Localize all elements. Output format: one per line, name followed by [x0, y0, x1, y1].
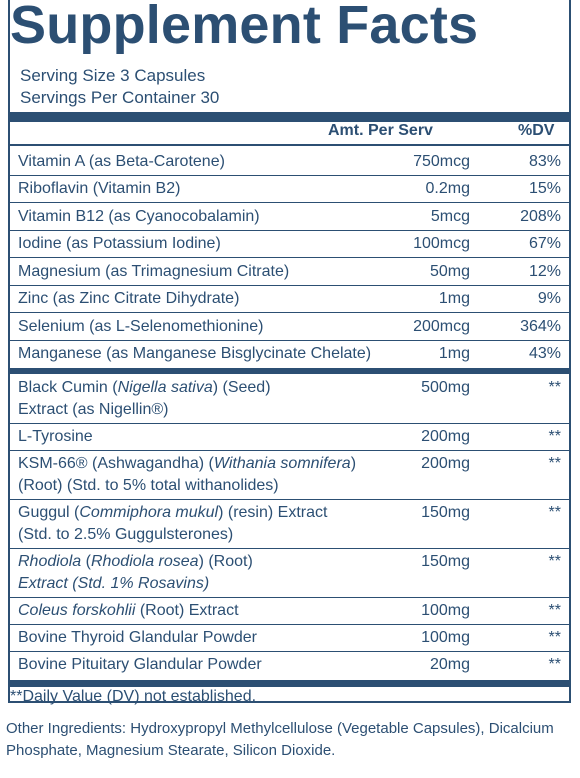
nutrient-amount: 750mcg [413, 153, 470, 170]
row-divider [10, 423, 569, 424]
row-divider [10, 230, 569, 231]
ingredient-name: Bovine Pituitary Glandular Powder [18, 656, 262, 673]
nutrient-dv: 67% [528, 235, 561, 252]
ingredient-amount: 500mg [421, 379, 470, 396]
nutrient-name: Zinc (as Zinc Citrate Dihydrate) [18, 290, 240, 307]
nutrient-dv: 15% [528, 180, 561, 197]
section-rule [10, 368, 569, 374]
nutrient-amount: 100mcg [413, 235, 470, 252]
dv-header: %DV [518, 122, 555, 139]
nutrient-name: Vitamin B12 (as Cyanocobalamin) [18, 208, 260, 225]
ingredient-amount: 100mg [421, 602, 470, 619]
nutrient-amount: 1mg [438, 345, 470, 362]
ingredient-dv: ** [548, 428, 561, 445]
row-divider [10, 499, 569, 500]
nutrient-name: Riboflavin (Vitamin B2) [18, 180, 181, 197]
ingredient-dv: ** [548, 455, 561, 472]
row-divider [10, 202, 569, 203]
nutrient-amount: 200mcg [413, 318, 470, 335]
row-divider [10, 257, 569, 258]
ingredient-name: Bovine Thyroid Glandular Powder [18, 629, 257, 646]
servings-per-container: Servings Per Container 30 [20, 88, 220, 107]
amount-header: Amt. Per Serv [328, 122, 433, 139]
ingredient-amount: 150mg [421, 504, 470, 521]
ingredient-name: KSM-66® (Ashwagandha) (Withania somnifer… [18, 455, 357, 494]
nutrient-amount: 5mcg [430, 208, 470, 225]
ingredient-amount: 200mg [421, 428, 470, 445]
nutrient-amount: 0.2mg [425, 180, 470, 197]
ingredient-dv: ** [548, 379, 561, 396]
ingredient-amount: 200mg [421, 455, 470, 472]
ingredient-amount: 20mg [429, 656, 470, 673]
header-rule [10, 112, 569, 122]
ingredient-name: Guggul (Commiphora mukul) (resin) Extrac… [18, 504, 328, 543]
ingredient-dv: ** [548, 629, 561, 646]
label-title: Supplement Facts [10, 0, 479, 55]
row-divider [10, 624, 569, 625]
serving-size: Serving Size 3 Capsules [20, 66, 206, 85]
nutrient-dv: 208% [520, 208, 561, 225]
row-divider [10, 340, 569, 341]
ingredient-amount: 150mg [421, 553, 470, 570]
nutrient-amount: 1mg [438, 290, 470, 307]
ingredient-dv: ** [548, 656, 561, 673]
nutrient-dv: 364% [520, 318, 561, 335]
row-divider [10, 548, 569, 549]
nutrient-name: Manganese (as Manganese Bisglycinate Che… [18, 345, 372, 362]
nutrient-dv: 83% [528, 153, 561, 170]
row-divider [10, 312, 569, 313]
nutrient-name: Selenium (as L-Selenomethionine) [18, 318, 264, 335]
row-divider [10, 450, 569, 451]
header-underline [10, 144, 569, 146]
row-divider [10, 175, 569, 176]
footer-rule [10, 680, 569, 687]
nutrient-dv: 43% [528, 345, 561, 362]
ingredient-name: L-Tyrosine [18, 428, 93, 445]
nutrient-amount: 50mg [429, 263, 470, 280]
nutrient-name: Magnesium (as Trimagnesium Citrate) [18, 263, 290, 280]
row-divider [10, 285, 569, 286]
supplement-facts-panel: Serving Size 3 Capsules Servings Per Con… [8, 0, 571, 703]
nutrient-name: Vitamin A (as Beta-Carotene) [18, 153, 225, 170]
other-ingredients: Other Ingredients: Hydroxypropyl Methylc… [6, 720, 554, 759]
ingredient-dv: ** [548, 602, 561, 619]
ingredient-amount: 100mg [421, 629, 470, 646]
ingredient-name: Black Cumin (Nigella sativa) (Seed) Extra… [18, 379, 271, 418]
ingredient-dv: ** [548, 504, 561, 521]
ingredient-name: Rhodiola (Rhodiola rosea) (Root) Extract … [18, 553, 253, 592]
dv-footnote: **Daily Value (DV) not established. [10, 688, 257, 705]
nutrient-dv: 9% [537, 290, 561, 307]
nutrient-dv: 12% [528, 263, 561, 280]
row-divider [10, 651, 569, 652]
ingredient-dv: ** [548, 553, 561, 570]
row-divider [10, 597, 569, 598]
ingredient-name: Coleus forskohlii (Root) Extract [18, 602, 239, 619]
nutrient-name: Iodine (as Potassium Iodine) [18, 235, 221, 252]
